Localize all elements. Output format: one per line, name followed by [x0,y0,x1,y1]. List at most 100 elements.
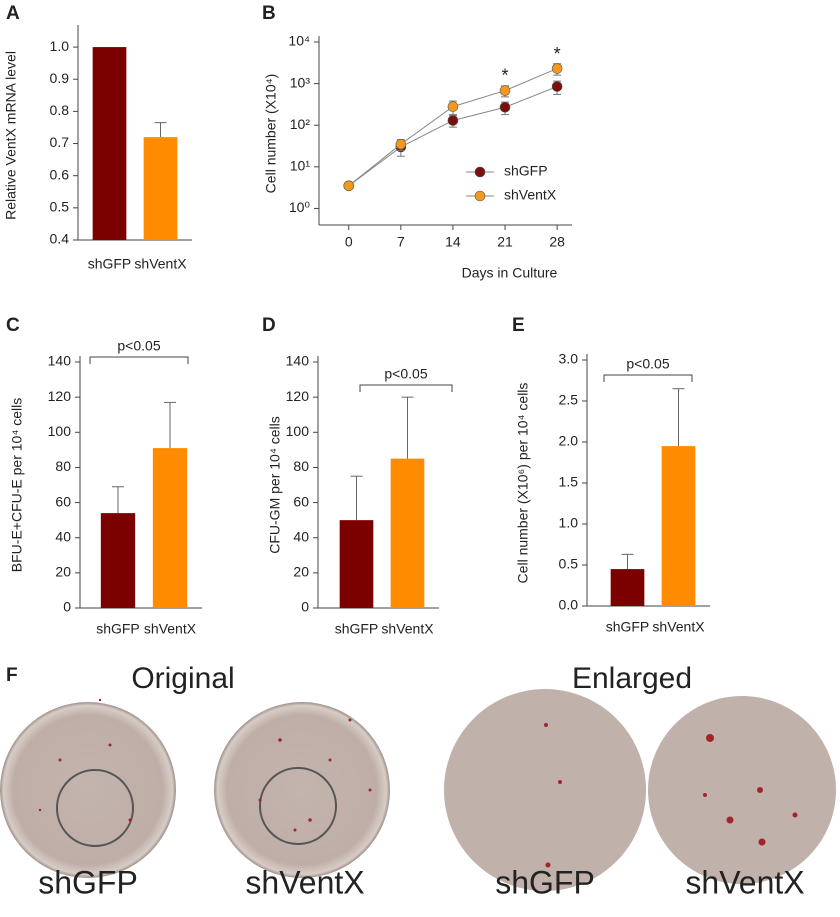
x-tick-label: 7 [397,234,405,250]
marker [395,138,407,150]
annotation: * [502,66,509,86]
y-tick-label: 0.9 [50,70,70,86]
y-tick-label: 20 [293,564,309,580]
y-tick-label: 3.0 [559,351,579,367]
legend-marker [474,190,486,202]
bar [390,458,425,608]
annotation: * [554,44,561,64]
y-tick-label: 10² [290,116,311,132]
caption: shVentX [245,864,364,900]
y-axis-label: CFU-GM per 10⁴ cells [267,416,283,553]
y-tick-label: 100 [48,423,72,439]
panel-label: E [512,315,525,336]
y-tick-label: 20 [55,564,71,580]
marker [499,101,511,113]
bar [92,47,127,241]
x-tick-label: 21 [497,234,513,250]
x-tick-label: shVentX [134,256,187,272]
zoom-circle [56,769,134,847]
y-tick-label: 2.0 [559,433,579,449]
x-tick-label: shGFP [335,621,379,637]
y-tick-label: 120 [48,388,72,404]
x-tick-label: shVentX [144,621,197,637]
significance-label: p<0.05 [626,356,669,372]
bar [143,137,178,240]
panel-f: F Original Enlarged shGFP shVentX shGFP … [0,662,836,900]
y-tick-label: 40 [293,528,309,544]
y-tick-label: 0.0 [559,597,579,613]
y-tick-label: 0.6 [50,166,70,182]
y-tick-label: 10¹ [290,158,311,174]
caption: shVentX [685,864,804,900]
y-tick-label: 80 [293,458,309,474]
significance-bracket [359,384,453,392]
y-axis-label: Relative VentX mRNA level [3,51,19,220]
bar [610,569,645,606]
marker [551,81,563,92]
y-tick-label: 60 [55,493,71,509]
header: Original [131,662,234,695]
caption: shGFP [495,864,595,900]
enlarged-dish [648,696,836,884]
panel-label: D [262,315,276,336]
y-tick-label: 0.7 [50,134,70,150]
header: Enlarged [572,662,692,695]
significance-bracket [603,374,693,382]
y-tick-label: 0 [301,599,309,615]
y-tick-label: 10⁰ [289,199,311,215]
panel-label: B [262,3,276,24]
y-tick-label: 0.5 [50,199,70,215]
y-tick-label: 0.5 [559,556,579,572]
legend-marker [474,166,486,178]
marker [499,85,511,96]
x-tick-label: shVentX [652,619,705,635]
y-tick-label: 40 [55,528,71,544]
y-tick-label: 2.5 [559,392,579,408]
colonies [38,698,798,868]
y-tick-label: 1.0 [50,38,70,54]
significance-label: p<0.05 [117,338,160,354]
y-tick-label: 10³ [290,74,311,90]
enlarged-dish [444,689,646,891]
marker [447,115,459,126]
culture-dish [0,702,176,878]
y-tick-label: 1.0 [559,515,579,531]
y-axis-label: Cell number (X10⁶) per 10⁴ cells [515,383,531,584]
y-tick-label: 140 [286,353,310,369]
y-tick-label: 120 [286,388,310,404]
x-tick-label: shGFP [96,621,140,637]
marker [447,101,459,112]
bar [152,448,188,608]
y-tick-label: 0 [63,599,71,615]
panel-label: F [6,665,18,686]
panel-label: C [6,315,20,336]
x-tick-label: 14 [445,234,461,250]
legend-label: shGFP [504,163,548,179]
y-axis-label: BFU-E+CFU-E per 10⁴ cells [9,398,25,572]
panel-label: A [6,3,20,24]
legend-label: shVentX [504,187,557,203]
x-tick-label: shGFP [88,256,132,272]
marker [551,63,563,74]
bar [661,446,696,606]
culture-dish [214,702,390,878]
x-axis-label: Days in Culture [462,265,558,281]
y-tick-label: 140 [48,353,72,369]
marker [343,180,355,192]
x-tick-label: shVentX [381,621,434,637]
y-tick-label: 0.4 [50,231,70,247]
y-tick-label: 0.8 [50,102,70,118]
significance-bracket [89,356,189,364]
y-tick-label: 100 [286,423,310,439]
x-tick-label: 28 [549,234,565,250]
y-tick-label: 10⁴ [288,33,310,49]
significance-label: p<0.05 [384,366,427,382]
y-tick-label: 80 [55,458,71,474]
x-tick-label: shGFP [606,619,650,635]
bar [100,513,136,608]
y-axis-label: Cell number (X10⁴) [263,74,279,194]
y-tick-label: 1.5 [559,474,579,490]
y-tick-label: 60 [293,493,309,509]
zoom-circle [259,767,337,845]
